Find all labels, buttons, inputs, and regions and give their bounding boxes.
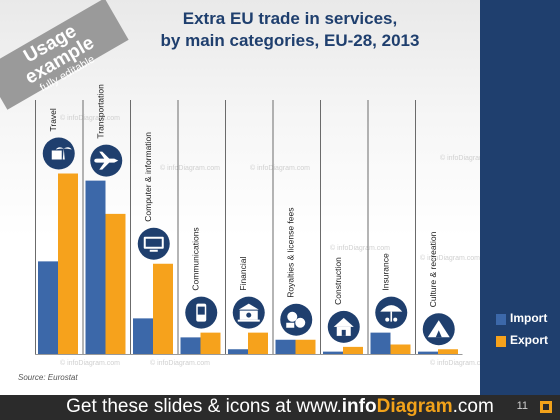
footer-text: Get these slides & icons at www.infoDiag… xyxy=(0,396,560,418)
bar-export xyxy=(438,349,458,354)
bar-export xyxy=(295,339,316,354)
bank-coin-slot xyxy=(246,312,252,318)
category-label: Transportation xyxy=(95,84,105,139)
watermark-text: © infoDiagram.com xyxy=(430,359,480,367)
category-group: Computer & information xyxy=(130,100,173,354)
footer-brand-diagram: Diagram xyxy=(376,396,453,417)
category-label: Communications xyxy=(190,227,200,290)
monitor-stand xyxy=(149,249,158,252)
category-group: Construction xyxy=(320,100,363,354)
bar-export xyxy=(58,173,78,354)
legend-swatch-import xyxy=(496,314,506,325)
category-label: Royalties & license fees xyxy=(285,208,295,298)
bar-export xyxy=(105,213,126,354)
category-label: Construction xyxy=(333,257,343,305)
monitor-screen xyxy=(145,238,162,247)
category-group: Communications xyxy=(177,100,221,354)
category-label: Travel xyxy=(48,108,58,131)
watermark-text: © infoDiagram.com xyxy=(60,359,120,367)
watermark-text: © infoDiagram.com xyxy=(250,164,310,172)
chart-title-line2: by main categories, EU-28, 2013 xyxy=(160,31,420,50)
chart-title: Extra EU trade in services, by main cate… xyxy=(120,8,460,52)
umbrella-canopy xyxy=(380,305,403,312)
bar-export xyxy=(200,332,221,354)
side-panel xyxy=(480,0,560,395)
bar-chart: © infoDiagram.com © infoDiagram.com © info… xyxy=(35,84,480,367)
bar-export xyxy=(248,332,268,354)
legend-label-import: Import xyxy=(510,311,548,325)
footer-brand-info: info xyxy=(341,396,377,417)
legend-label-export: Export xyxy=(510,333,549,347)
bar-import xyxy=(323,351,343,354)
footer-prefix: Get these slides & icons at www. xyxy=(66,396,342,417)
bar-export xyxy=(390,344,411,354)
house-door xyxy=(341,329,346,336)
palm-leaves xyxy=(55,147,72,150)
category-label: Culture & recreation xyxy=(428,231,438,307)
phone-screen xyxy=(197,306,205,315)
category-group: Insurance xyxy=(367,100,411,354)
palm-trunk xyxy=(62,148,65,160)
page-number: 11 xyxy=(516,400,528,412)
watermark-text: © infoDiagram.com xyxy=(420,254,480,262)
tent-shape xyxy=(427,320,450,338)
category-group: Travel xyxy=(35,100,78,354)
bar-export xyxy=(153,263,173,354)
category-group: Culture & recreation xyxy=(415,100,458,354)
infodiagram-logo-icon xyxy=(540,401,552,413)
bar-import xyxy=(85,180,106,354)
bar-import xyxy=(275,339,296,354)
airplane-shape xyxy=(94,151,119,170)
watermark-text: © infoDiagram.com xyxy=(150,359,210,367)
bank-base xyxy=(237,319,260,322)
person-2 xyxy=(393,317,398,322)
category-label: Financial xyxy=(238,256,248,290)
bar-import xyxy=(133,318,153,354)
watermark-text: © infoDiagram.com xyxy=(330,244,390,252)
watermark-text: © infoDiagram.com xyxy=(160,164,220,172)
bar-import xyxy=(418,351,438,354)
category-group: Transportation xyxy=(82,84,126,354)
category-label: Insurance xyxy=(380,253,390,291)
bar-import xyxy=(38,261,58,354)
hotel-building xyxy=(51,150,62,160)
coin-1 xyxy=(287,311,298,322)
tent-door xyxy=(435,330,442,338)
house-roof xyxy=(333,317,354,327)
bar-import xyxy=(370,332,391,354)
footer-bar: Get these slides & icons at www.infoDiag… xyxy=(0,395,560,420)
bar-import xyxy=(180,337,201,354)
umbrella-stick xyxy=(390,311,393,322)
legend-swatch-export xyxy=(496,336,506,347)
bank-roof xyxy=(238,303,259,310)
banknote xyxy=(286,322,295,328)
coin-2 xyxy=(295,317,306,328)
chart-title-line1: Extra EU trade in services, xyxy=(182,9,398,28)
source-note: Source: Eurostat xyxy=(18,373,78,382)
bar-import xyxy=(228,349,248,354)
category-group: Royalties & license fees xyxy=(272,100,316,354)
footer-suffix: .com xyxy=(452,396,494,417)
category-label: Computer & information xyxy=(143,132,153,222)
watermark-text: © infoDiagram.com xyxy=(60,114,120,122)
watermark-text: © infoDiagram.com xyxy=(440,154,480,162)
person-1 xyxy=(385,317,390,322)
category-group: Financial xyxy=(225,100,268,354)
bar-export xyxy=(343,346,363,354)
